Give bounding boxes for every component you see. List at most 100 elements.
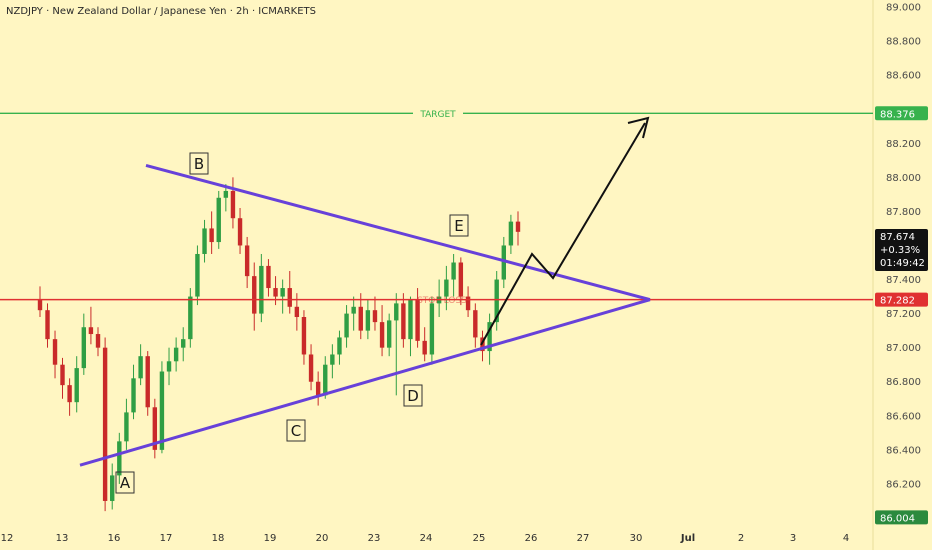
y-tick-label: 87.800 [886,207,921,218]
candle-body [273,288,278,297]
x-tick-label: 26 [525,533,538,544]
candle-body [458,262,464,297]
x-tick-label: 25 [473,533,486,544]
wave-label-a: A [120,474,131,492]
candle-body [202,228,207,254]
candle-body [237,218,243,246]
candle-body [515,221,521,232]
wave-label-c: C [291,422,301,440]
candle-body [188,296,193,340]
candle-body [195,253,200,297]
candle-body [67,385,72,403]
wave-label-box-c [286,419,306,442]
target-price-badge-text: 88.376 [880,109,915,120]
stop-price-badge-bg [875,292,928,307]
candle-body [344,313,349,338]
y-tick-label: 88.000 [886,173,921,184]
stop-price-badge-text: 87.282 [880,296,915,307]
y-tick-label: 88.200 [886,139,921,150]
y-tick-label: 87.400 [886,275,921,286]
x-tick-label: Jul [680,533,695,544]
candle-body [287,288,292,307]
y-tick-label: 86.400 [886,445,921,456]
candle-body [379,322,385,348]
last-price-badge-text: +0.33% [880,245,920,256]
projection-arrow [480,122,646,346]
candle-body [117,441,122,476]
y-tick-label: 86.200 [886,479,921,490]
candle-body [145,356,150,408]
wave-label-d: D [407,387,419,405]
candle-body [401,303,406,340]
x-tick-label: 13 [56,533,69,544]
candle-body [60,364,65,386]
candle-body [45,310,50,340]
candle-body [152,407,158,450]
target-label-bg [413,106,463,121]
target-price-badge-bg [875,106,928,121]
x-tick-label: 4 [843,533,849,544]
candle-body [358,306,363,331]
candle-body [451,262,456,280]
x-tick-label: 16 [108,533,121,544]
last-price-badge-bg [875,229,928,271]
candle-body [330,354,335,365]
candle-body [308,354,314,382]
candle-body [365,310,371,331]
candle-body [159,371,165,450]
x-tick-label: 3 [790,533,796,544]
candle-body [372,310,378,323]
candle-body [181,339,186,348]
x-tick-label: 17 [160,533,173,544]
wave-label-e: E [454,217,463,235]
candle-body [473,310,478,338]
candle-body [37,299,43,311]
candle-body [244,245,250,277]
candle-body [173,347,179,362]
x-tick-label: 20 [316,533,329,544]
y-tick-label: 87.200 [886,309,921,320]
candle-body [166,361,172,372]
candle-body [266,265,271,289]
y-tick-label: 86.800 [886,377,921,388]
triangle-lower-line [79,298,651,467]
candle-body [301,317,307,355]
y-tick-label: 88.600 [886,71,921,82]
candle-body [494,279,499,323]
last-price-badge-text: 01:49:42 [880,258,925,269]
candle-body [138,356,143,379]
candle-body [52,339,58,365]
candle-body [259,265,264,314]
x-tick-label: 12 [1,533,14,544]
candle-body [95,334,101,348]
y-tick-label: 89.000 [886,3,921,14]
candle-body [216,197,221,243]
y-tick-label: 86.600 [886,411,921,422]
candle-body [102,347,108,501]
candle-body [487,322,492,352]
candle-body [444,279,449,297]
x-tick-label: 2 [738,533,744,544]
x-tick-label: 30 [630,533,643,544]
candle-body [422,340,427,355]
x-tick-label: 24 [420,533,433,544]
chart-title: NZDJPY · New Zealand Dollar / Japanese Y… [6,6,316,17]
y-tick-label: 88.800 [886,37,921,48]
wave-label-box-b [189,152,209,175]
x-tick-label: 19 [264,533,277,544]
target-label: TARGET [419,110,456,120]
wave-label-b: B [194,155,204,173]
wave-label-box-a [115,471,135,494]
candle-body [508,221,514,246]
candle-body [74,368,79,403]
low-price-badge-text: 86.004 [880,513,915,524]
low-price-badge-bg [875,510,928,525]
candle-body [337,337,342,355]
candle-body [230,190,236,219]
candle-body [394,303,399,321]
candle-body [386,320,392,348]
candle-body [124,412,129,442]
candle-body [351,306,356,314]
